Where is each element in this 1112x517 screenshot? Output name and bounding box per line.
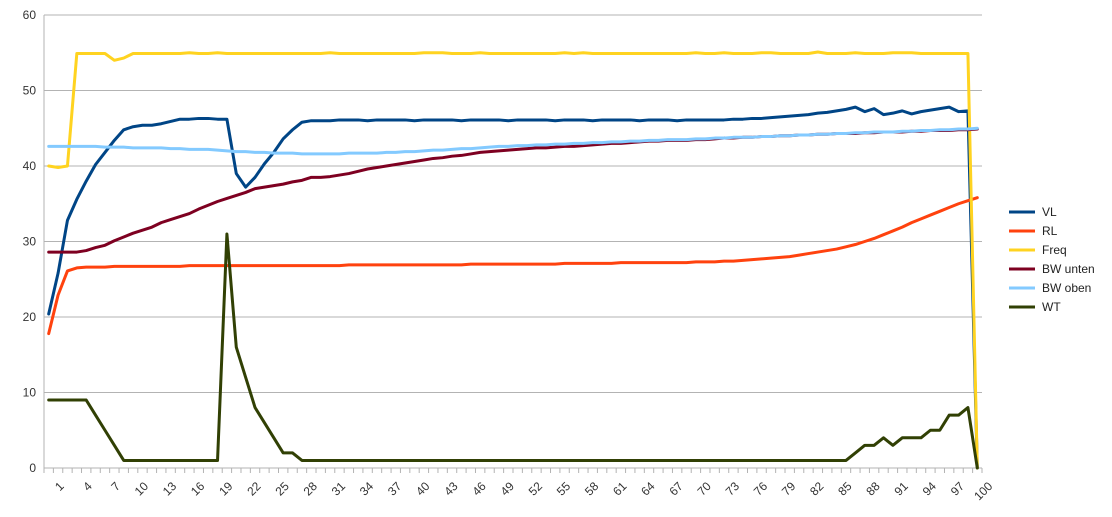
x-tick-label: 94 <box>920 479 940 499</box>
x-tick-label: 1 <box>52 479 67 494</box>
x-tick-label: 97 <box>948 479 968 499</box>
x-tick-label: 46 <box>469 479 489 499</box>
legend-label: VL <box>1042 205 1057 219</box>
x-tick-label: 79 <box>779 479 799 499</box>
y-tick-label: 50 <box>23 84 37 98</box>
legend-label: WT <box>1042 300 1061 314</box>
y-tick-label: 60 <box>23 8 37 22</box>
x-tick-label: 82 <box>807 479 827 499</box>
x-tick-label: 61 <box>610 479 630 499</box>
legend-label: BW oben <box>1042 281 1091 295</box>
series-line-rl <box>47 196 979 336</box>
legend-label: BW unten <box>1042 262 1095 276</box>
x-tick-label: 25 <box>272 479 292 499</box>
x-tick-label: 58 <box>582 479 602 499</box>
series-line-wt <box>47 232 979 470</box>
x-tick-label: 40 <box>413 479 433 499</box>
series-line-bw-oben <box>47 126 979 156</box>
x-tick-label: 70 <box>695 479 715 499</box>
x-tick-label: 91 <box>892 479 912 499</box>
y-tick-label: 10 <box>23 386 37 400</box>
x-tick-label: 67 <box>666 479 686 499</box>
axis-layer: 0 10 20 30 40 50 60 1 4 7 10 13 16 19 22 25 28 31 34 37 40 43… <box>23 8 996 503</box>
x-tick-label: 55 <box>554 479 574 499</box>
legend-label: Freq <box>1042 243 1067 257</box>
y-tick-label: 40 <box>23 159 37 173</box>
x-tick-label: 88 <box>863 479 883 499</box>
x-tick-label: 16 <box>188 479 208 499</box>
x-tick-label: 28 <box>301 479 321 499</box>
x-tick-label: 13 <box>160 479 180 499</box>
y-tick-label: 0 <box>29 461 36 475</box>
legend-label: RL <box>1042 224 1058 238</box>
x-tick-label: 43 <box>441 479 461 499</box>
x-tick-label: 100 <box>971 479 995 503</box>
x-tick-label: 4 <box>80 479 95 494</box>
x-tick-label: 49 <box>498 479 518 499</box>
legend: VL RL Freq BW unten BW oben WT <box>1009 205 1095 314</box>
grid-layer <box>44 14 982 469</box>
y-tick-label: 20 <box>23 310 37 324</box>
x-tick-label: 22 <box>244 479 264 499</box>
x-tick-label: 7 <box>108 479 123 494</box>
x-tick-label: 31 <box>329 479 349 499</box>
x-tick-label: 34 <box>357 479 377 499</box>
x-tick-label: 10 <box>132 479 152 499</box>
x-tick-label: 19 <box>216 479 236 499</box>
series-line-freq <box>47 50 979 470</box>
x-tick-label: 73 <box>723 479 743 499</box>
x-tick-label: 76 <box>751 479 771 499</box>
series-line-vl <box>47 105 979 470</box>
series-layer <box>47 50 979 470</box>
y-tick-label: 30 <box>23 235 37 249</box>
x-tick-label: 37 <box>385 479 405 499</box>
x-tick-label: 85 <box>835 479 855 499</box>
x-tick-label: 52 <box>526 479 546 499</box>
x-tick-label: 64 <box>638 479 658 499</box>
